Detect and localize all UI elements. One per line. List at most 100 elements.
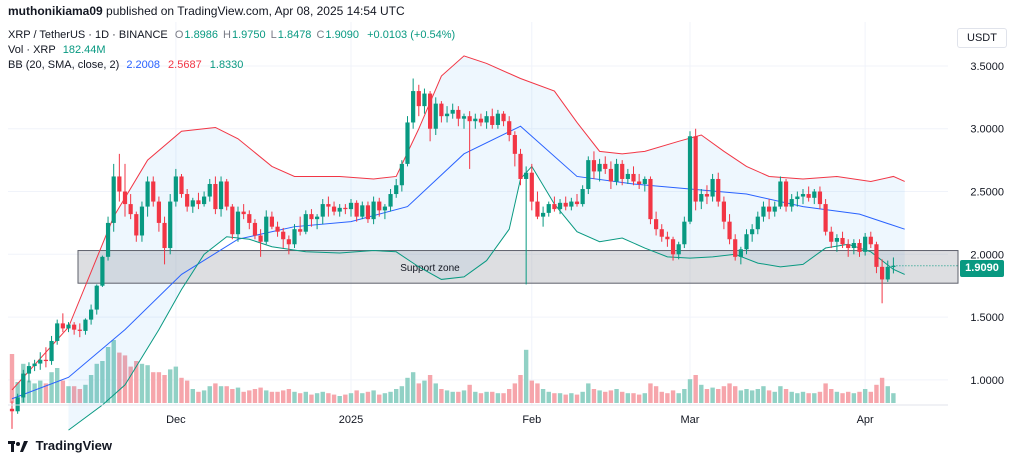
candle-body (224, 181, 229, 207)
candle (21, 369, 26, 403)
quote-currency-button[interactable]: USDT (957, 28, 1007, 48)
bb-label[interactable]: BB (20, SMA, close, 2) (8, 59, 120, 71)
candle (806, 186, 811, 202)
candle-body (179, 176, 184, 195)
volume-bar (540, 389, 546, 403)
candle (546, 201, 551, 217)
volume-bar (145, 365, 150, 403)
candle (552, 196, 557, 212)
candle (320, 199, 325, 225)
volume-bar (885, 386, 890, 403)
candle (591, 151, 597, 179)
volume-bar (467, 384, 472, 403)
volume-bar (874, 384, 879, 403)
volume-bar (687, 379, 693, 403)
candle (354, 200, 359, 222)
volume-bar (71, 386, 77, 403)
volume-bar (580, 391, 585, 403)
volume-bar (862, 389, 868, 403)
candle (151, 176, 156, 207)
volume-bar (518, 375, 523, 403)
candle-body (207, 183, 212, 197)
volume-bar (490, 391, 495, 403)
candle (846, 239, 851, 257)
volume-bar (789, 391, 794, 403)
volume-bar (286, 389, 292, 403)
candle-body (83, 319, 88, 331)
volume-bar (891, 393, 896, 403)
candle-body (269, 216, 274, 227)
candle (450, 103, 455, 119)
y-tick-label: 3.0000 (970, 124, 1004, 136)
ohlc-label-o: O (174, 29, 184, 41)
volume-bar (365, 391, 371, 403)
volume-bar (38, 380, 43, 403)
candle (665, 231, 670, 247)
candle-body (331, 206, 337, 212)
candle-body (885, 266, 890, 280)
volume-bar (201, 390, 207, 403)
candle (857, 239, 862, 257)
candle (625, 168, 630, 184)
volume-bar (716, 389, 721, 403)
candle-body (360, 205, 365, 217)
volume-bar (693, 375, 698, 403)
volume-bar (800, 391, 806, 403)
candle (716, 172, 721, 207)
candle-body (320, 204, 325, 217)
candle (783, 178, 789, 212)
x-tick-label: Dec (166, 414, 186, 426)
chart-area[interactable]: Support zone 3.5000 3.0000 2.5000 2.0000 1.5… (0, 22, 1024, 432)
volume-bar (235, 387, 241, 403)
volume-bar (444, 390, 450, 403)
candle-body (800, 194, 806, 197)
volume-bar (207, 386, 212, 403)
candle (750, 224, 755, 242)
volume-bar (348, 393, 354, 403)
candle (789, 194, 794, 212)
candle (744, 229, 749, 255)
symbol-title[interactable]: XRP / TetherUS · 1D · BINANCE (8, 29, 168, 41)
price-change: +0.0103 (+0.54%) (367, 29, 456, 41)
footer-brand[interactable]: TradingView (8, 436, 112, 456)
candle-body (665, 236, 670, 240)
volume-value: 182.44M (62, 44, 106, 56)
candle-body (699, 194, 704, 202)
volume-bar (399, 386, 405, 403)
candle-body (817, 191, 823, 205)
volume-label[interactable]: Vol · XRP (8, 44, 56, 56)
ohlc-value-h: 1.9750 (232, 29, 266, 41)
candle-body (541, 212, 546, 217)
price-chart[interactable]: Support zone 3.5000 3.0000 2.5000 2.0000 1.5… (0, 22, 1024, 432)
candle-body (750, 229, 755, 235)
candle-body (834, 237, 839, 242)
volume-bar (151, 372, 156, 403)
volume-bar (484, 391, 489, 403)
volume-bar (105, 347, 111, 403)
candle (682, 216, 687, 249)
candle-body (778, 181, 783, 207)
candle (185, 189, 190, 212)
candle (411, 78, 416, 129)
candle-body (309, 214, 314, 220)
author-name[interactable]: muthonikiama09 (8, 4, 103, 18)
volume-bar (360, 393, 365, 403)
candle (574, 194, 580, 207)
candle-body (738, 249, 743, 257)
volume-bar (433, 383, 438, 403)
volume-bar (761, 386, 766, 403)
candle (264, 210, 269, 245)
volume-bar (473, 391, 478, 403)
candle-body (851, 243, 856, 249)
candle (631, 166, 636, 186)
volume-bar (817, 391, 823, 403)
candle (767, 199, 772, 220)
volume-bar (829, 389, 834, 403)
candle-body (218, 181, 224, 210)
candle (874, 241, 879, 274)
candle (190, 197, 195, 213)
candle (484, 111, 489, 129)
candle (433, 97, 438, 136)
candle (26, 362, 32, 383)
candle-body (185, 194, 190, 207)
